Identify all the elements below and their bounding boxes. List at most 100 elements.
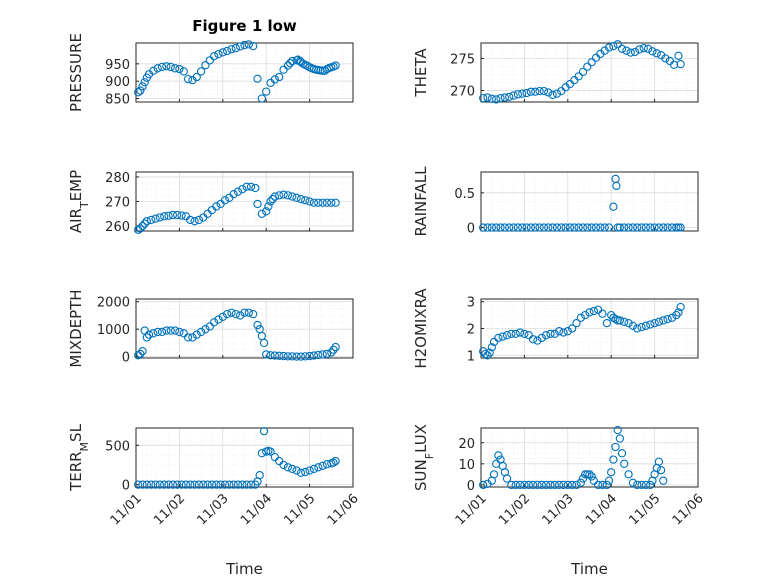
data-point [305,466,314,475]
data-point [149,66,158,75]
data-point [513,90,523,99]
data-point [166,326,175,335]
data-point [233,480,243,489]
plot-frame [135,298,354,359]
data-point [331,342,340,352]
data-point [496,223,505,232]
data-point [153,64,162,73]
data-point [570,223,579,232]
data-point [266,447,275,456]
data-point [615,434,625,443]
subplot-theta: 270 275 THETA [412,40,699,104]
data-point [563,327,572,336]
data-point [157,62,167,72]
data-point [637,223,646,232]
data-point [557,223,566,232]
data-point [546,480,555,490]
data-point [539,223,549,232]
data-point [565,223,575,232]
data-point [620,459,629,468]
y-tick-label: 0 [467,222,475,237]
data-point [283,463,293,472]
data-point [259,426,269,436]
y-axis-label: TERRMSL [67,423,91,492]
data-point [157,327,167,337]
y-tick-label: 2000 [97,296,130,311]
data-point [507,480,516,490]
data-point [548,223,557,232]
data-point [318,350,327,359]
data-point [309,464,319,474]
y-tick-label: 500 [105,439,130,454]
data-point [305,197,314,206]
data-point [583,62,592,71]
data-point [613,425,622,435]
y-tick-label: 0 [467,479,475,494]
data-point [598,480,607,490]
data-point [201,325,210,334]
data-point [654,223,664,232]
data-point [166,62,175,72]
data-point [620,223,629,232]
data-point [327,348,336,357]
data-point [138,480,147,489]
data-point [275,72,284,82]
data-point [283,61,293,70]
data-point [283,352,293,361]
data-point [318,461,327,470]
data-point [479,480,488,490]
data-point [279,65,288,74]
data-point [509,223,518,232]
data-point [244,308,253,317]
data-point [309,198,319,207]
data-point [676,60,685,69]
data-point [628,478,638,487]
plot-area [480,42,699,103]
data-point [635,45,644,54]
data-point [279,190,288,199]
data-point [301,352,310,361]
data-point [576,478,585,487]
data-point [585,308,594,317]
data-point [314,350,323,360]
data-point [196,327,206,337]
data-point [502,474,512,483]
y-tick-label: 1 [467,349,475,364]
data-point [231,44,240,53]
x-tick-label: 11/03 [195,491,232,528]
x-tick-label: 11/06 [670,491,707,528]
data-point [140,219,149,228]
data-point [637,323,646,332]
data-point [134,351,143,360]
data-point [173,210,182,220]
data-point [667,313,677,322]
data-point [654,317,664,326]
data-point [214,315,223,324]
data-point [604,476,614,485]
data-point [674,308,683,317]
data-point [609,202,618,211]
data-point [604,43,614,52]
plot-area [135,427,354,488]
subplot-terr-msl: 0 500 11/01 11/02 11/03 11/04 11/05 11/06 Time TE… [67,423,362,578]
data-point [572,480,581,490]
data-point [303,61,312,71]
data-point [659,476,668,485]
data-point [147,480,156,489]
x-tick-label: 11/04 [583,491,620,528]
data-point [194,480,204,489]
data-point [672,223,681,232]
data-point [667,223,677,232]
subplot-mixdepth: 0 1000 2000 MIXDEPTH [67,289,354,368]
data-point [201,61,210,70]
y-axis-label: THETA [412,48,430,98]
data-point [509,91,518,100]
data-point [479,223,488,232]
data-point [240,40,249,50]
data-point [615,316,625,325]
x-tick-label: 11/03 [540,491,577,528]
data-point [528,335,538,344]
data-point [676,302,685,312]
data-point [533,336,542,345]
data-point [602,318,612,328]
